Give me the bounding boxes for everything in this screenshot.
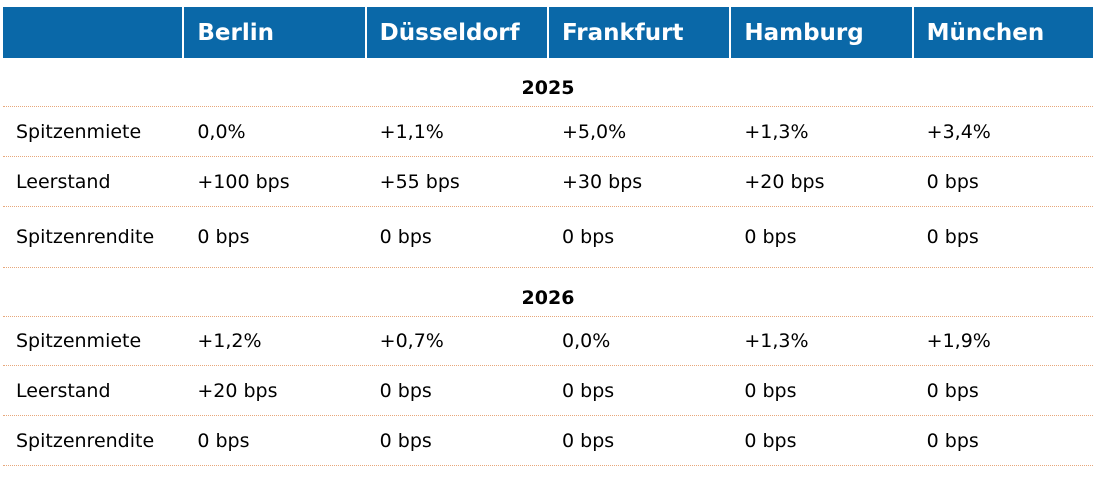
table-cell: 0,0% — [197, 120, 246, 143]
row-label: Spitzenrendite — [16, 429, 155, 452]
table-cell: +100 bps — [197, 170, 290, 193]
table-cell: +20 bps — [197, 379, 278, 402]
table-cell: +55 bps — [379, 170, 460, 193]
table-cell: +1,1% — [379, 120, 444, 143]
table-cell: 0,0% — [562, 330, 611, 352]
section-year-2026: 2026 — [3, 268, 1093, 317]
row-label: Spitzenrendite — [16, 226, 155, 248]
table-cell: 0 bps — [926, 226, 979, 248]
table-header: Berlin Düsseldorf Frankfurt Hamburg Münc… — [3, 7, 1093, 58]
table-cell: 0 bps — [926, 379, 979, 402]
row-label: Leerstand — [16, 170, 111, 193]
table-row: Spitzenmiete +1,2% +0,7% 0,0% +1,3% +1,9… — [3, 317, 1093, 366]
header-muenchen: München — [913, 7, 1093, 58]
table-cell: 0 bps — [744, 429, 797, 452]
table-cell: +1,3% — [744, 120, 809, 143]
header-berlin: Berlin — [184, 7, 365, 58]
row-label: Spitzenmiete — [16, 330, 142, 352]
table-cell: +30 bps — [562, 170, 643, 193]
table-cell: 0 bps — [379, 379, 432, 402]
table-cell: 0 bps — [379, 429, 432, 452]
table-cell: +3,4% — [926, 120, 991, 143]
table-cell: 0 bps — [562, 379, 615, 402]
table-row: Spitzenrendite 0 bps 0 bps 0 bps 0 bps 0… — [3, 207, 1093, 268]
table-cell: 0 bps — [926, 429, 979, 452]
table-cell: 0 bps — [744, 379, 797, 402]
table-row: Leerstand +20 bps 0 bps 0 bps 0 bps 0 bp… — [3, 366, 1093, 416]
section-year-2025: 2025 — [3, 58, 1093, 107]
forecast-table: Berlin Düsseldorf Frankfurt Hamburg Münc… — [3, 7, 1093, 466]
table-row: Spitzenmiete 0,0% +1,1% +5,0% +1,3% +3,4… — [3, 107, 1093, 157]
table-cell: 0 bps — [744, 226, 797, 248]
header-duesseldorf: Düsseldorf — [366, 7, 547, 58]
table-cell: +20 bps — [744, 170, 825, 193]
row-label: Leerstand — [16, 379, 111, 402]
table-cell: +1,3% — [744, 330, 809, 352]
header-frankfurt: Frankfurt — [549, 7, 730, 58]
table-cell: 0 bps — [562, 226, 615, 248]
table-cell: +1,9% — [926, 330, 991, 352]
table-cell: 0 bps — [379, 226, 432, 248]
table-cell: 0 bps — [197, 226, 250, 248]
table-cell: 0 bps — [926, 170, 979, 193]
table-cell: +0,7% — [379, 330, 444, 352]
table-cell: +1,2% — [197, 330, 262, 352]
header-empty-cell — [3, 7, 183, 58]
table-cell: 0 bps — [197, 429, 250, 452]
table-row: Spitzenrendite 0 bps 0 bps 0 bps 0 bps 0… — [3, 416, 1093, 466]
header-hamburg: Hamburg — [731, 7, 912, 58]
table-cell: +5,0% — [562, 120, 627, 143]
row-label: Spitzenmiete — [16, 120, 142, 143]
table-cell: 0 bps — [562, 429, 615, 452]
table-row: Leerstand +100 bps +55 bps +30 bps +20 b… — [3, 157, 1093, 207]
